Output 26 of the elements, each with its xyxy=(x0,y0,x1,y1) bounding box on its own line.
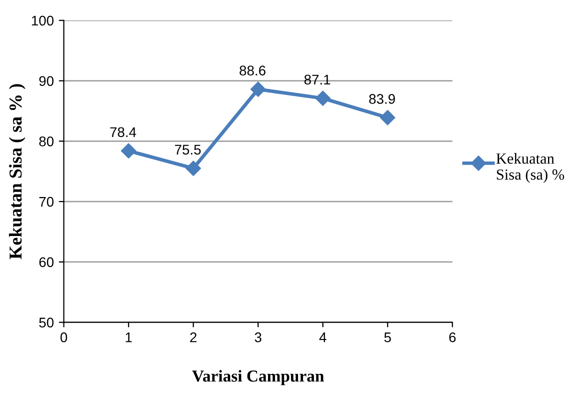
x-tick-label: 0 xyxy=(60,332,68,342)
x-tick-label: 1 xyxy=(126,332,132,342)
x-tick-label: 5 xyxy=(384,332,391,342)
data-label: 83.9 xyxy=(369,94,395,104)
x-tick-label: 4 xyxy=(319,332,326,342)
x-axis-title: Variasi Campuran xyxy=(192,370,324,386)
x-tick-label: 3 xyxy=(254,332,262,342)
data-label: 87.1 xyxy=(304,74,330,85)
point xyxy=(315,90,330,106)
point xyxy=(250,82,266,97)
y-axis-title: Kekuatan Sisa ( sa % ) xyxy=(8,84,26,260)
point xyxy=(186,160,201,176)
point xyxy=(120,143,136,158)
x-tick-label: 6 xyxy=(449,332,456,342)
legend-label: Kekuatan Sisa (sa) % xyxy=(496,153,564,183)
point xyxy=(380,110,396,126)
y-tick-label: 90 xyxy=(39,76,54,86)
x-tick-label: 2 xyxy=(190,332,196,342)
y-tick-label: 70 xyxy=(39,196,54,207)
y-tick-label: 100 xyxy=(32,16,54,26)
data-label: 78.4 xyxy=(110,127,136,138)
y-tick-label: 50 xyxy=(39,318,54,328)
y-tick-label: 80 xyxy=(39,136,54,146)
data-label: 88.6 xyxy=(240,66,266,76)
y-tick-label: 60 xyxy=(39,257,54,268)
data-label: 75.5 xyxy=(174,144,201,155)
